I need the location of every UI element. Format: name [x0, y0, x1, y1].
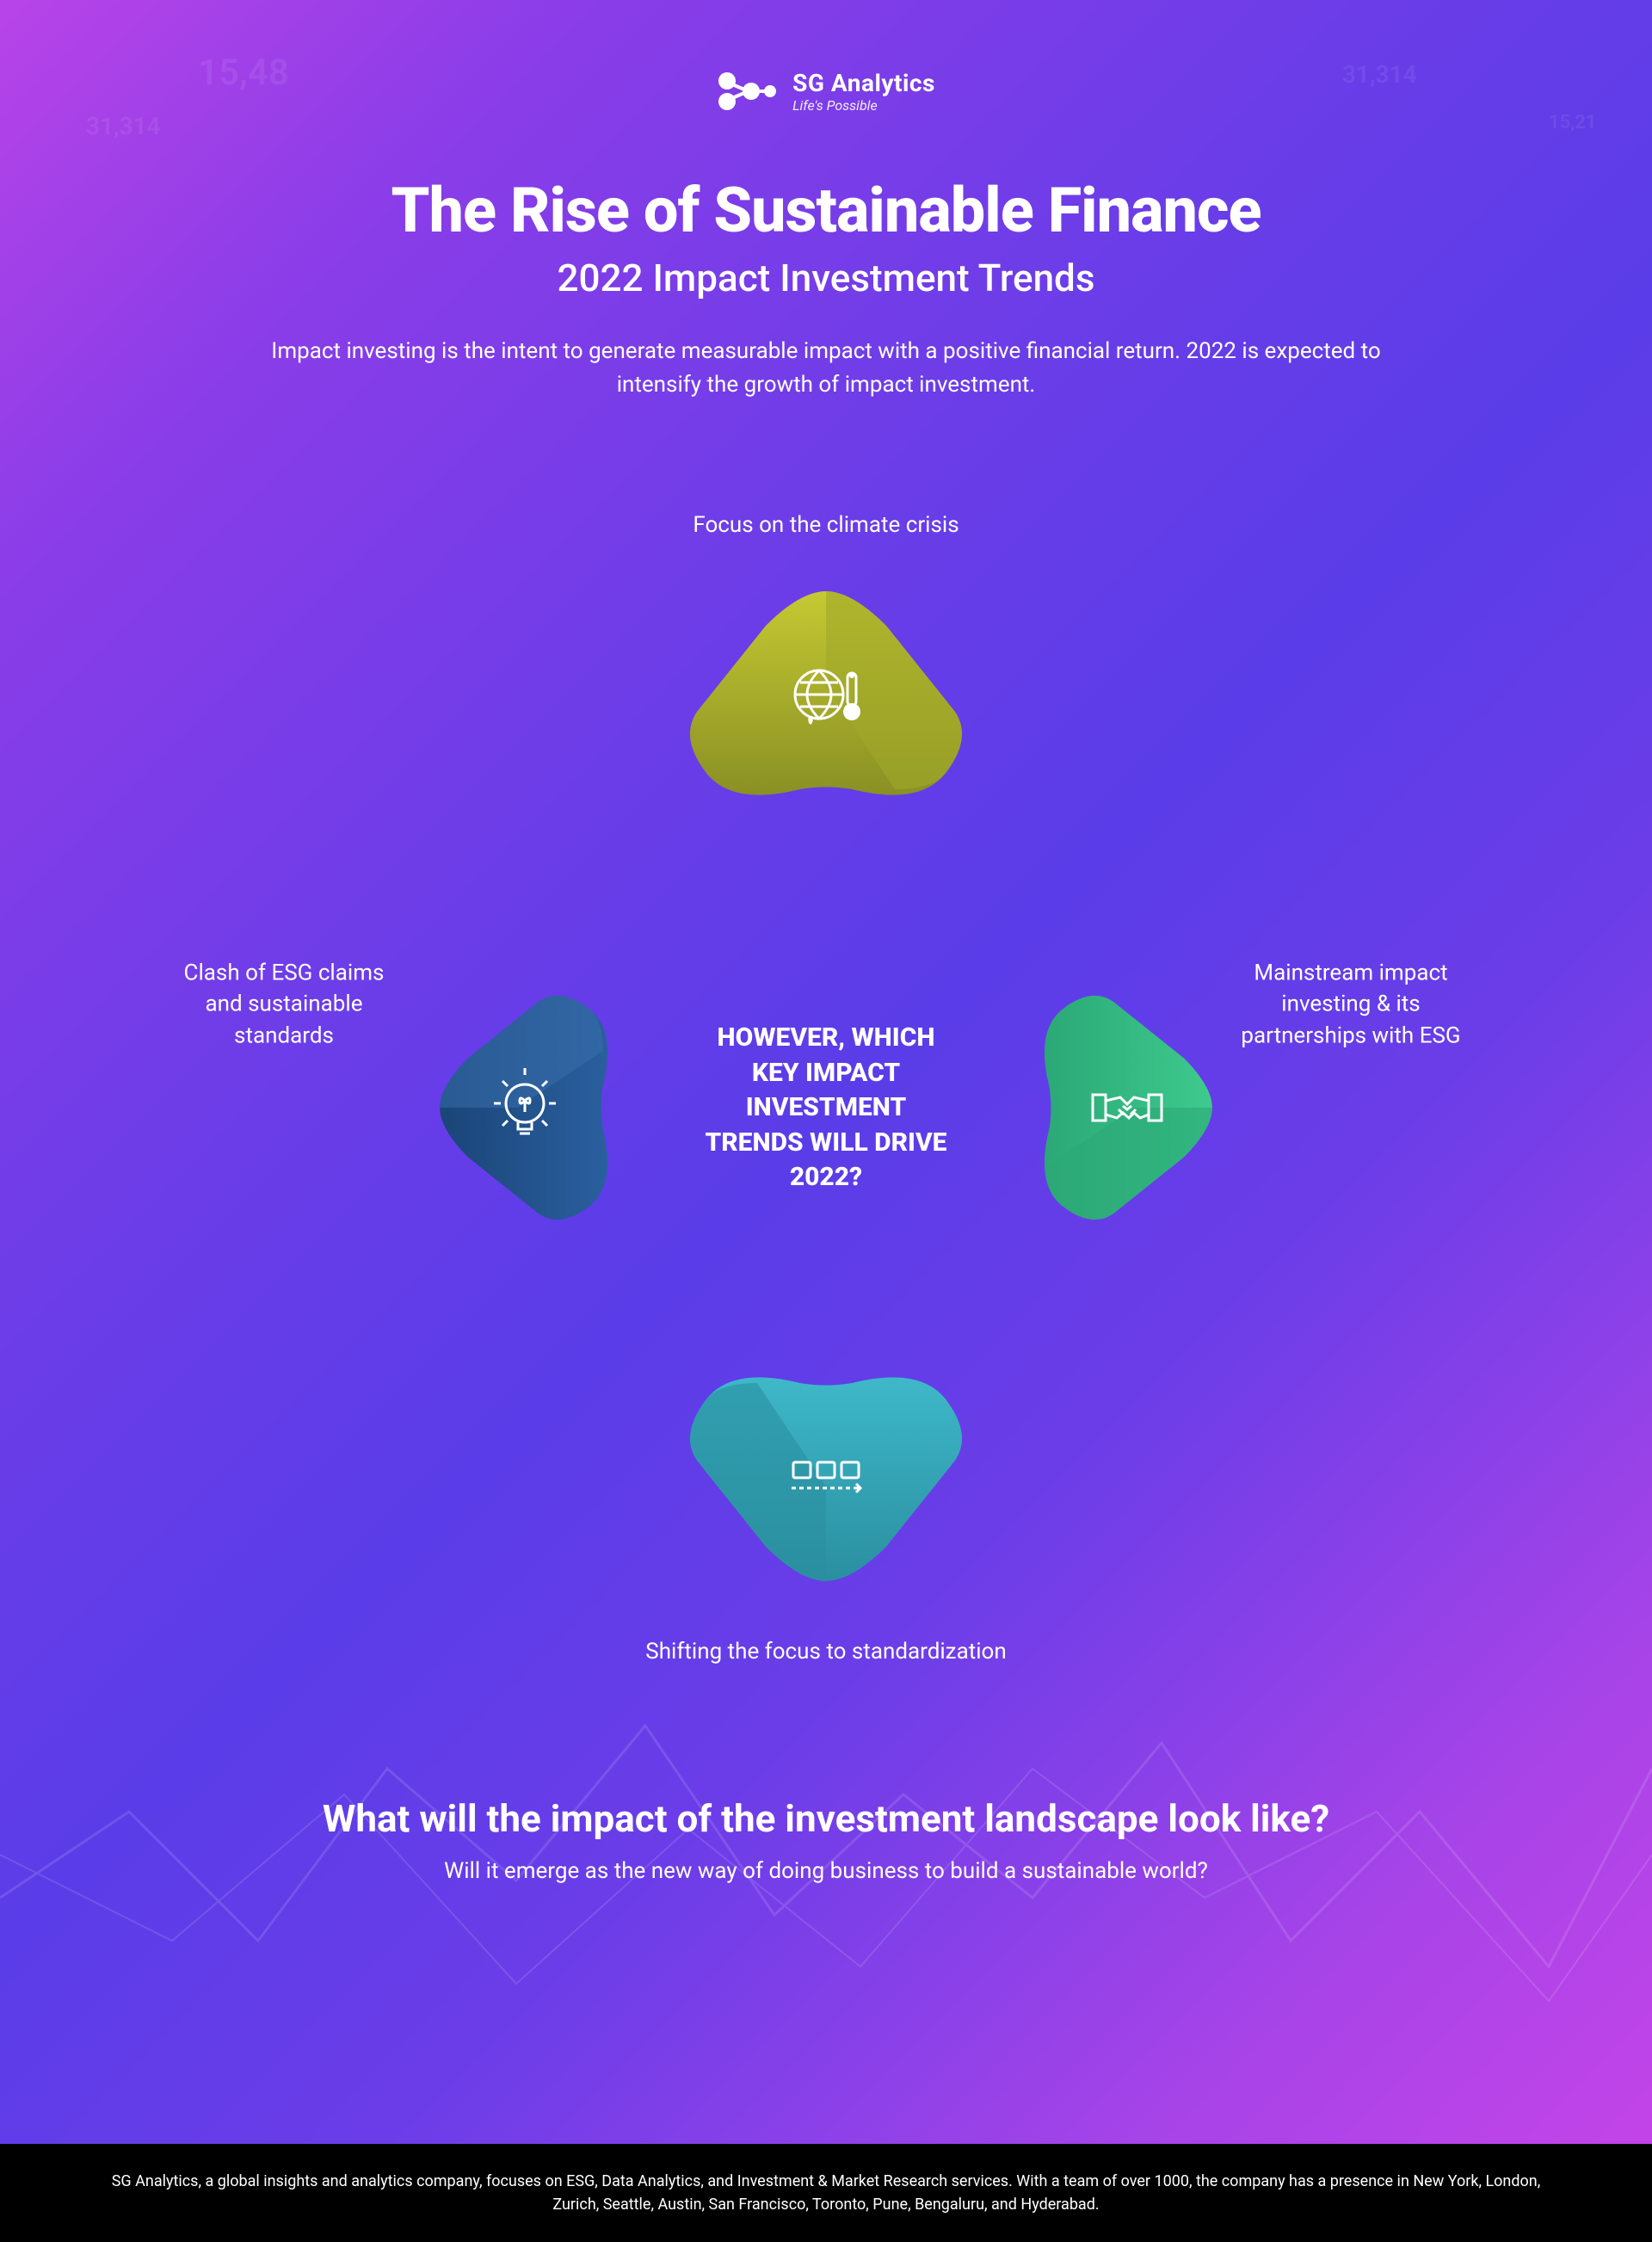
- closing-subtext: Will it emerge as the new way of doing b…: [103, 1858, 1549, 1884]
- arrow-bottom: [680, 1357, 972, 1598]
- trend-label-bottom: Shifting the focus to standardization: [611, 1636, 1041, 1667]
- trend-label-left: Clash of ESG claims and sustainable stan…: [172, 957, 396, 1051]
- main-title: The Rise of Sustainable Finance: [103, 174, 1549, 247]
- brand-logo: SG Analytics Life's Possible: [103, 69, 1549, 114]
- logo-icon: [717, 71, 777, 112]
- intro-text: Impact investing is the intent to genera…: [267, 335, 1385, 402]
- subtitle: 2022 Impact Investment Trends: [103, 256, 1549, 300]
- brand-tagline: Life's Possible: [792, 97, 935, 114]
- brand-name: SG Analytics: [792, 69, 935, 97]
- arrow-top: [680, 574, 972, 815]
- lightbulb-leaf-icon: [482, 1065, 568, 1151]
- center-question: HOWEVER, WHICH KEY IMPACT INVESTMENT TRE…: [697, 1021, 955, 1195]
- arrow-right: [981, 987, 1273, 1228]
- trends-diagram: Focus on the climate crisis Mainstream i…: [224, 505, 1428, 1710]
- trend-label-top: Focus on the climate crisis: [654, 510, 998, 540]
- globe-thermometer-icon: [783, 652, 869, 738]
- arrow-left: [379, 987, 671, 1228]
- footer-text: SG Analytics, a global insights and anal…: [0, 2144, 1652, 2242]
- closing-question: What will the impact of the investment l…: [103, 1796, 1549, 1841]
- handshake-icon: [1084, 1065, 1170, 1151]
- process-flow-icon: [783, 1435, 869, 1521]
